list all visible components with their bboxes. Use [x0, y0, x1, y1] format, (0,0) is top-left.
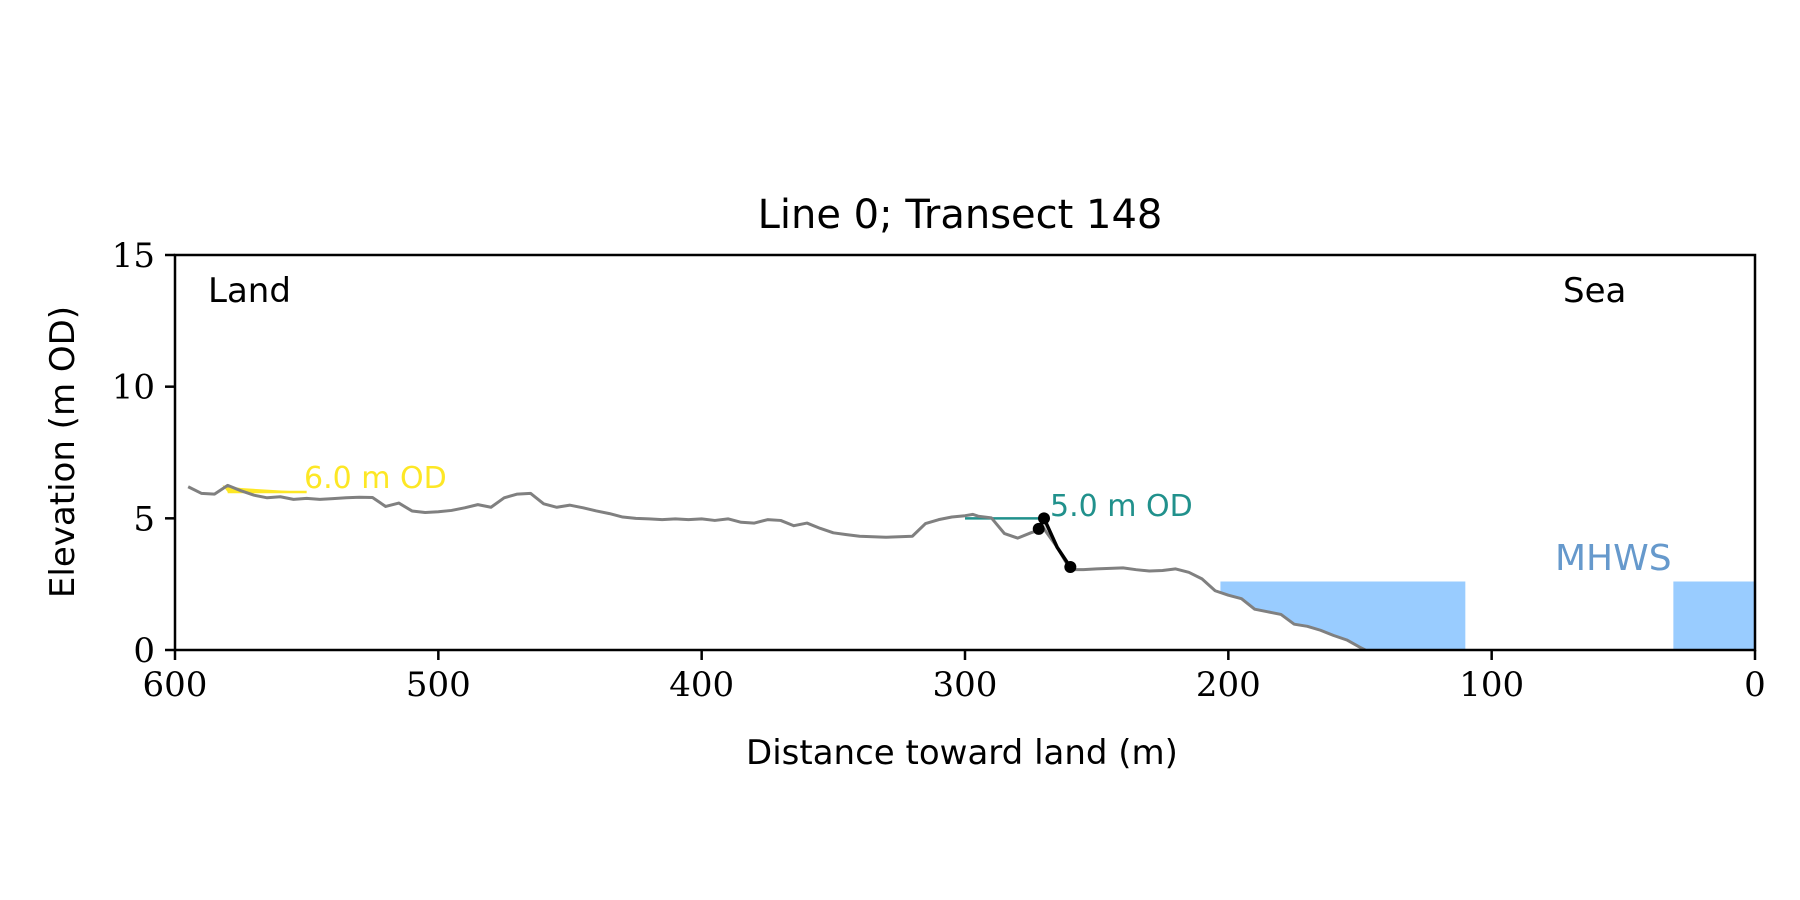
mhws-layer	[1220, 581, 1755, 650]
y-tick-label-10: 10	[112, 368, 155, 408]
y-axis-label: Elevation (m OD)	[43, 306, 83, 598]
x-axis-label: Distance toward land (m)	[746, 733, 1178, 773]
profile-layer	[187, 483, 1366, 650]
x-tick-label-500: 500	[406, 665, 471, 705]
x-tick-label-400: 400	[669, 665, 734, 705]
land-label: Land	[208, 271, 291, 311]
x-axis-ticks: 600 500 400 300 200 100 0	[143, 650, 1766, 705]
cliff-marker-2	[1064, 561, 1077, 574]
x-tick-label-200: 200	[1196, 665, 1261, 705]
plot-frame	[173, 253, 1757, 652]
cliff-marker-0	[1032, 522, 1045, 535]
reference-level-label-6m: 6.0 m OD	[304, 461, 447, 496]
y-tick-label-15: 15	[112, 236, 155, 276]
sea-label: Sea	[1563, 271, 1626, 311]
mhws-region-1	[1673, 581, 1755, 650]
cliff-marker-1	[1038, 512, 1050, 525]
x-tick-label-600: 600	[143, 665, 208, 705]
reference-level-label-5m: 5.0 m OD	[1050, 489, 1193, 524]
ground-profile-line	[187, 483, 1366, 650]
x-tick-label-100: 100	[1459, 665, 1524, 705]
mhws-region-0	[1220, 581, 1466, 650]
chart-title: Line 0; Transect 148	[758, 192, 1163, 238]
cliff-layer	[1032, 512, 1077, 574]
y-axis-ticks: 0 5 10 15	[112, 236, 175, 671]
mhws-label: MHWS	[1555, 538, 1672, 579]
x-tick-label-300: 300	[933, 665, 998, 705]
x-tick-label-0: 0	[1744, 665, 1766, 705]
y-tick-label-5: 5	[133, 499, 155, 539]
y-tick-label-0: 0	[133, 631, 155, 671]
